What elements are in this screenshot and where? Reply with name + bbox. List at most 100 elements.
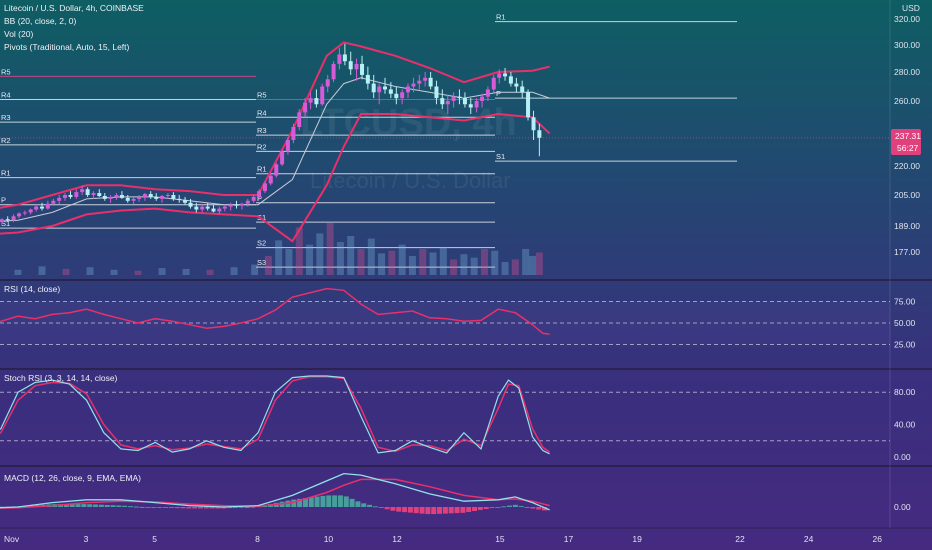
candle-down[interactable] (194, 206, 199, 210)
candle-up[interactable] (497, 73, 502, 78)
candle-down[interactable] (154, 196, 159, 199)
candle-down[interactable] (440, 98, 445, 105)
candle-up[interactable] (11, 216, 16, 221)
candle-down[interactable] (462, 98, 467, 105)
candle-up[interactable] (480, 96, 485, 101)
legend-pivots[interactable]: Pivots (Traditional, Auto, 15, Left) (4, 42, 130, 52)
candle-up[interactable] (222, 206, 227, 209)
candle-down[interactable] (348, 61, 353, 70)
candle-up[interactable] (137, 196, 142, 199)
candle-down[interactable] (526, 92, 531, 118)
candle-down[interactable] (102, 195, 107, 199)
candle-up[interactable] (257, 191, 262, 197)
candle-up[interactable] (28, 209, 33, 213)
candle-down[interactable] (183, 199, 188, 203)
candle-up[interactable] (274, 164, 279, 176)
candle-down[interactable] (531, 117, 536, 131)
candle-down[interactable] (40, 206, 45, 209)
candle-up[interactable] (268, 175, 273, 184)
candle-down[interactable] (360, 63, 365, 75)
candle-up[interactable] (417, 80, 422, 84)
candle-up[interactable] (405, 86, 410, 93)
candle-down[interactable] (188, 202, 193, 207)
candle-down[interactable] (68, 195, 73, 197)
candle-down[interactable] (428, 77, 433, 87)
candle-layer[interactable] (0, 43, 890, 228)
candle-down[interactable] (97, 193, 102, 196)
candle-down[interactable] (537, 130, 542, 138)
candle-up[interactable] (51, 200, 56, 204)
candle-down[interactable] (365, 74, 370, 84)
candle-up[interactable] (245, 200, 250, 204)
candle-up[interactable] (303, 102, 308, 113)
candle-up[interactable] (74, 192, 79, 197)
candle-down[interactable] (520, 86, 525, 93)
time-axis[interactable]: Nov 3 5 8 10 12 15 17 19 22 24 26 (4, 534, 882, 544)
candle-up[interactable] (451, 96, 456, 101)
candle-down[interactable] (514, 83, 519, 87)
candle-up[interactable] (57, 197, 62, 201)
candle-down[interactable] (211, 208, 216, 212)
candle-down[interactable] (342, 54, 347, 62)
macd-title[interactable]: MACD (12, 26, close, 9, EMA, EMA) (4, 473, 141, 483)
candle-down[interactable] (314, 98, 319, 105)
candle-up[interactable] (22, 212, 27, 214)
candle-up[interactable] (108, 196, 113, 199)
candle-up[interactable] (377, 86, 382, 93)
legend-bb[interactable]: BB (20, close, 2, 0) (4, 16, 76, 26)
candle-down[interactable] (234, 204, 239, 206)
candle-up[interactable] (131, 198, 136, 201)
candle-down[interactable] (457, 96, 462, 99)
candle-up[interactable] (400, 92, 405, 99)
stoch-rsi-title[interactable]: Stoch RSI (3, 3, 14, 14, close) (4, 373, 118, 383)
candle-up[interactable] (114, 195, 119, 197)
price-axis[interactable]: USD 320.00 300.00 280.00 260.00 220.00 205.00… (894, 3, 920, 257)
candle-up[interactable] (280, 151, 285, 165)
candle-up[interactable] (17, 213, 22, 217)
candle-up[interactable] (160, 195, 165, 199)
candle-up[interactable] (354, 63, 359, 70)
candle-up[interactable] (80, 189, 85, 193)
candle-down[interactable] (388, 89, 393, 94)
candle-down[interactable] (394, 93, 399, 99)
candle-up[interactable] (485, 89, 490, 97)
candle-up[interactable] (285, 140, 290, 152)
candle-down[interactable] (119, 195, 124, 198)
candle-down[interactable] (434, 86, 439, 99)
candle-up[interactable] (239, 203, 244, 206)
candle-down[interactable] (468, 104, 473, 108)
candle-up[interactable] (200, 206, 205, 210)
candle-up[interactable] (411, 83, 416, 87)
candle-up[interactable] (45, 203, 50, 209)
candle-up[interactable] (228, 204, 233, 207)
candle-down[interactable] (508, 76, 513, 84)
legend-volume[interactable]: Vol (20) (4, 29, 33, 39)
candle-down[interactable] (371, 83, 376, 93)
candle-up[interactable] (251, 196, 256, 201)
chart-title[interactable]: Litecoin / U.S. Dollar, 4h, COINBASE (4, 3, 144, 13)
candle-up[interactable] (331, 63, 336, 80)
candle-down[interactable] (205, 206, 210, 209)
candle-up[interactable] (0, 219, 4, 223)
candle-up[interactable] (217, 208, 222, 212)
candle-down[interactable] (177, 198, 182, 200)
candle-down[interactable] (85, 189, 90, 195)
candle-up[interactable] (445, 101, 450, 105)
candle-up[interactable] (308, 98, 313, 103)
candle-up[interactable] (62, 195, 67, 198)
rsi-title[interactable]: RSI (14, close) (4, 284, 60, 294)
candle-up[interactable] (34, 206, 39, 210)
candle-down[interactable] (5, 219, 10, 221)
candle-down[interactable] (383, 86, 388, 90)
candle-down[interactable] (503, 73, 508, 77)
candle-up[interactable] (142, 194, 147, 197)
candle-down[interactable] (125, 197, 130, 201)
main-legend[interactable]: Litecoin / U.S. Dollar, 4h, COINBASE BB … (4, 3, 144, 52)
candle-up[interactable] (91, 193, 96, 195)
candle-down[interactable] (171, 195, 176, 199)
candle-up[interactable] (165, 195, 170, 196)
candle-down[interactable] (148, 194, 153, 197)
candle-up[interactable] (262, 183, 267, 192)
candle-up[interactable] (325, 79, 330, 87)
